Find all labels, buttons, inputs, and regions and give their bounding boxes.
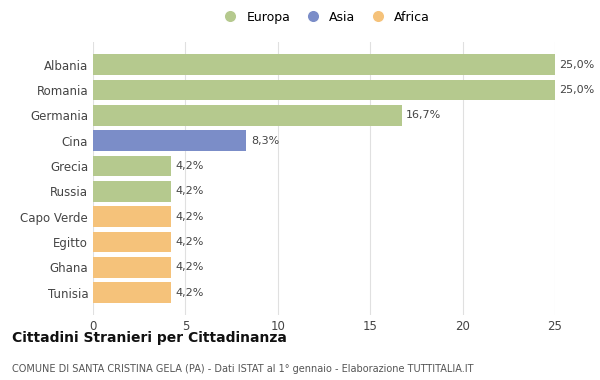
- Text: 4,2%: 4,2%: [175, 237, 203, 247]
- Text: 4,2%: 4,2%: [175, 288, 203, 298]
- Bar: [93, 79, 555, 100]
- Text: 25,0%: 25,0%: [560, 85, 595, 95]
- Bar: [93, 54, 555, 75]
- Text: 4,2%: 4,2%: [175, 212, 203, 222]
- Text: Cittadini Stranieri per Cittadinanza: Cittadini Stranieri per Cittadinanza: [12, 331, 287, 345]
- Bar: [93, 155, 170, 176]
- Bar: [93, 181, 170, 202]
- Text: COMUNE DI SANTA CRISTINA GELA (PA) - Dati ISTAT al 1° gennaio - Elaborazione TUT: COMUNE DI SANTA CRISTINA GELA (PA) - Dat…: [12, 364, 473, 374]
- Text: 25,0%: 25,0%: [560, 60, 595, 70]
- Bar: [93, 206, 170, 227]
- Text: 4,2%: 4,2%: [175, 161, 203, 171]
- Text: 16,7%: 16,7%: [406, 110, 442, 120]
- Legend: Europa, Asia, Africa: Europa, Asia, Africa: [213, 6, 435, 28]
- Bar: [93, 231, 170, 252]
- Bar: [93, 130, 247, 151]
- Bar: [93, 257, 170, 278]
- Text: 8,3%: 8,3%: [251, 136, 279, 146]
- Text: 4,2%: 4,2%: [175, 186, 203, 196]
- Text: 4,2%: 4,2%: [175, 262, 203, 272]
- Bar: [93, 105, 401, 126]
- Bar: [93, 282, 170, 303]
